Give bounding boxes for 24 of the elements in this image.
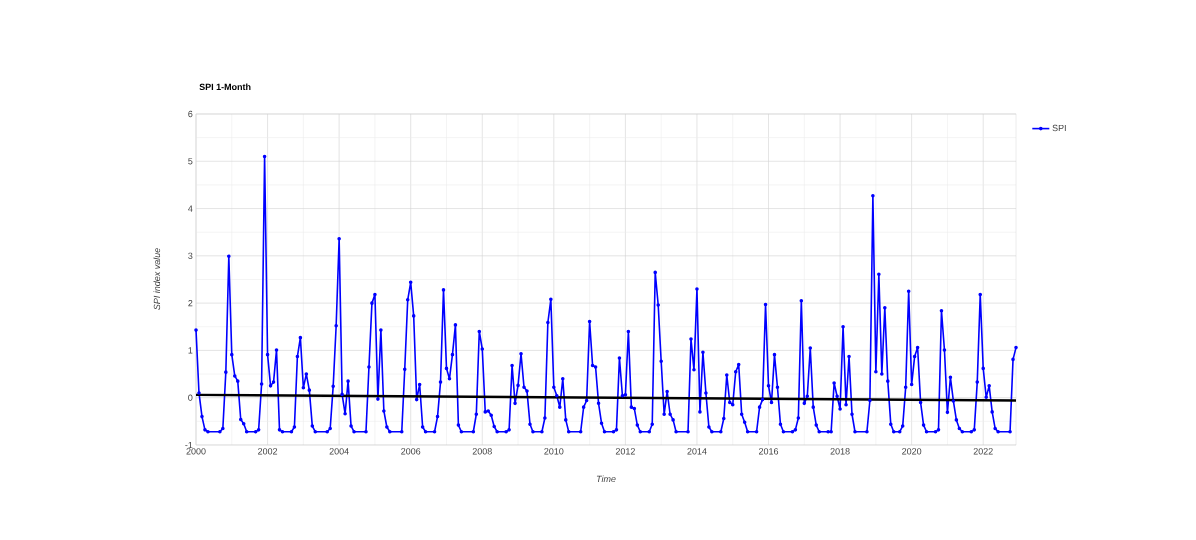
x-tick-label: 2020 [902, 448, 922, 455]
legend-label: SPI [1052, 124, 1066, 132]
x-tick-label: 2018 [830, 448, 850, 455]
y-axis-title: SPI index value [153, 248, 161, 310]
y-tick-label: 6 [188, 110, 193, 118]
x-tick-label: 2016 [759, 448, 779, 455]
x-tick-label: 2004 [329, 448, 349, 455]
y-tick-label: 2 [188, 299, 193, 307]
y-tick-label: 1 [188, 347, 193, 354]
x-axis-title: Time [596, 475, 616, 483]
y-tick-label: 4 [188, 205, 193, 212]
x-tick-label: 2014 [687, 448, 707, 455]
y-tick-label: 0 [188, 394, 193, 401]
x-tick-label: 2000 [186, 448, 206, 455]
y-tick-label: 5 [188, 158, 193, 165]
y-tick-label: -1 [185, 441, 193, 449]
x-tick-label: 2006 [401, 448, 421, 455]
x-tick-label: 2002 [258, 448, 278, 455]
x-tick-label: 2022 [973, 448, 993, 455]
x-tick-label: 2008 [472, 448, 492, 455]
y-tick-label: 3 [188, 252, 193, 260]
chart-title: SPI 1-Month [199, 83, 251, 91]
x-tick-label: 2012 [615, 448, 635, 455]
x-tick-label: 2010 [544, 448, 564, 455]
